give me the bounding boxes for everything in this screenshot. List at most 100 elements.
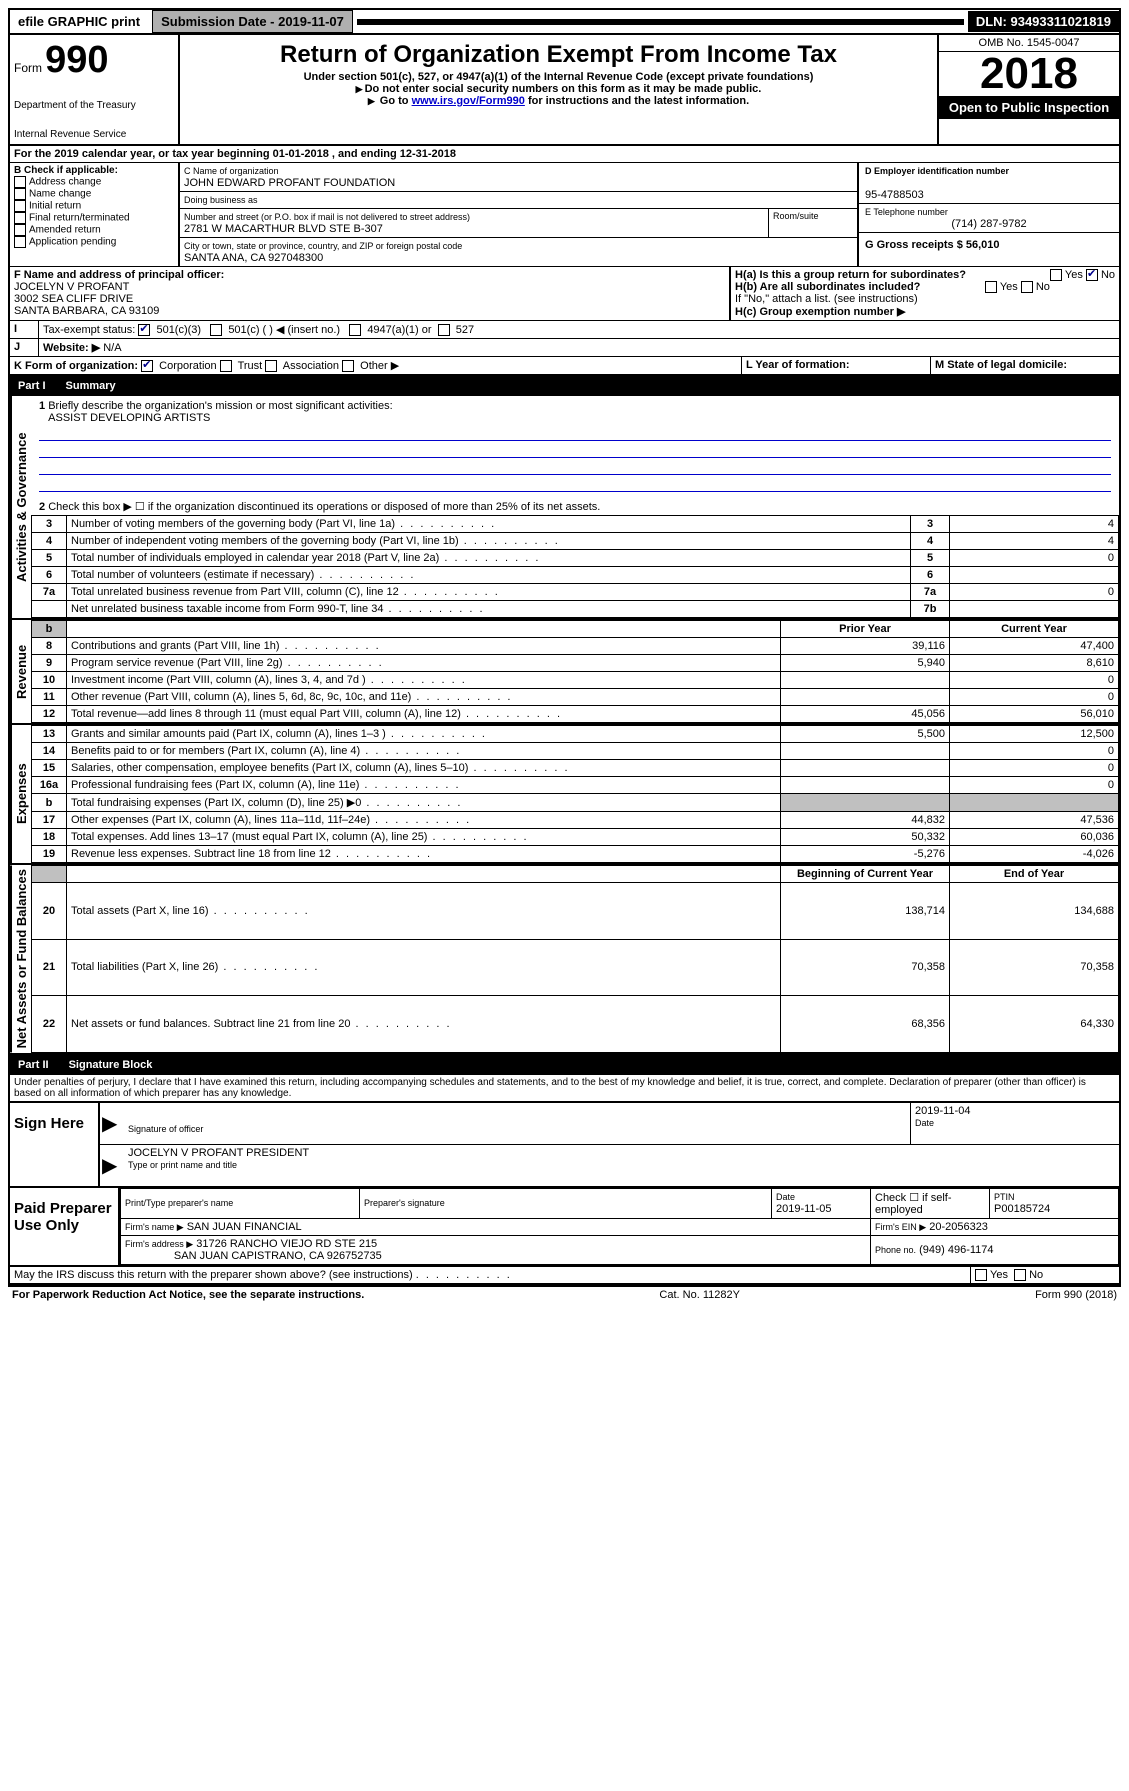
dln: DLN: 93493311021819 [968,11,1119,32]
chk-amended[interactable] [14,224,26,236]
ha-label: H(a) Is this a group return for subordin… [735,269,966,281]
chk-corp[interactable] [141,360,153,372]
phone-label: E Telephone number [865,207,948,217]
chk-initial-return[interactable] [14,200,26,212]
expenses-table: 13Grants and similar amounts paid (Part … [31,725,1119,863]
table-row: 19Revenue less expenses. Subtract line 1… [32,846,1119,863]
ptin-label: PTIN [994,1192,1015,1202]
sign-here-block: Sign Here ▶ Signature of officer 2019-11… [8,1103,1121,1188]
website-value: N/A [103,342,121,354]
submission-date[interactable]: Submission Date - 2019-11-07 [152,10,353,33]
chk-name-change[interactable] [14,188,26,200]
preparer-table: Print/Type preparer's name Preparer's si… [120,1188,1119,1265]
firm-ein-label: Firm's EIN ▶ [875,1222,926,1232]
discuss-yes[interactable] [975,1269,987,1281]
ein-value: 95-4788503 [865,189,924,201]
revenue-section: Revenue b Prior Year Current Year 8Contr… [8,620,1121,725]
box-c: C Name of organization JOHN EDWARD PROFA… [180,163,859,266]
box-deg: D Employer identification number 95-4788… [859,163,1119,266]
lbl-4947: 4947(a)(1) or [367,324,431,336]
lbl-app-pending: Application pending [29,237,116,248]
chk-final-return[interactable] [14,212,26,224]
form990-link[interactable]: www.irs.gov/Form990 [412,95,525,107]
chk-address-change[interactable] [14,176,26,188]
lbl-corp: Corporation [159,360,216,372]
box-b-title: B Check if applicable: [14,165,118,176]
hb-yes[interactable] [985,281,997,293]
dept-irs: Internal Revenue Service [14,129,174,140]
efile-link[interactable]: efile GRAPHIC print [10,11,148,32]
table-row: 20Total assets (Part X, line 16)138,7141… [32,883,1119,939]
chk-other[interactable] [342,360,354,372]
form-header: Form 990 Department of the Treasury Inte… [8,35,1121,146]
paid-preparer-block: Paid Preparer Use Only Print/Type prepar… [8,1188,1121,1267]
chk-527[interactable] [438,324,450,336]
revenue-table: b Prior Year Current Year 8Contributions… [31,620,1119,723]
phone-value: (714) 287-9782 [865,218,1113,230]
ha-no[interactable] [1086,269,1098,281]
q1-answer: ASSIST DEVELOPING ARTISTS [48,412,210,424]
lbl-name-change: Name change [29,189,91,200]
mission-line [39,443,1111,458]
discuss-row: May the IRS discuss this return with the… [8,1267,1121,1285]
firm-ein: 20-2056323 [929,1221,988,1233]
hdr-blank2 [32,866,67,883]
lbl-501c3: 501(c)(3) [156,324,201,336]
hb-no[interactable] [1021,281,1033,293]
sign-here-label: Sign Here [10,1103,100,1186]
bcdeg-block: B Check if applicable: Address change Na… [8,163,1121,267]
table-row: 6Total number of volunteers (estimate if… [32,567,1119,584]
city-label: City or town, state or province, country… [184,241,462,251]
hdr-blank [67,621,781,638]
hb-no-lbl: No [1036,281,1050,293]
lbl-address-change: Address change [29,177,101,188]
discuss-no[interactable] [1014,1269,1026,1281]
ha-no-lbl: No [1101,269,1115,281]
table-row: 17Other expenses (Part IX, column (A), l… [32,812,1119,829]
lbl-initial-return: Initial return [29,201,81,212]
discuss-yes-lbl: Yes [990,1269,1008,1281]
part1-txt: Summary [66,380,116,392]
chk-app-pending[interactable] [14,236,26,248]
chk-assoc[interactable] [265,360,277,372]
ha-yes[interactable] [1050,269,1062,281]
chk-501c3[interactable] [138,324,150,336]
fh-block: F Name and address of principal officer:… [8,267,1121,321]
box-klm: K Form of organization: Corporation Trus… [8,357,1121,376]
sub3-post: for instructions and the latest informat… [528,95,749,107]
chk-4947[interactable] [349,324,361,336]
subtitle-2: Do not enter social security numbers on … [184,83,933,95]
sign-date-label: Date [915,1118,934,1128]
footer: For Paperwork Reduction Act Notice, see … [8,1285,1121,1303]
table-row: bTotal fundraising expenses (Part IX, co… [32,794,1119,812]
form-990: 990 [45,39,108,81]
vlabel-activities: Activities & Governance [10,396,31,618]
box-f-label: F Name and address of principal officer: [14,269,224,281]
chk-501c[interactable] [210,324,222,336]
prep-selfemp: Check ☐ if self-employed [871,1188,990,1218]
i-letter: I [10,321,39,338]
table-row: 13Grants and similar amounts paid (Part … [32,726,1119,743]
governance-table: 3Number of voting members of the governi… [31,515,1119,618]
part1-pt: Part I [18,380,46,392]
officer-addr2: SANTA BARBARA, CA 93109 [14,305,159,317]
lbl-527: 527 [456,324,474,336]
dba-label: Doing business as [184,195,258,205]
part1-header: Part I Summary [8,376,1121,396]
officer-name: JOCELYN V PROFANT [14,281,129,293]
firm-phone: (949) 496-1174 [919,1244,993,1256]
officer-addr1: 3002 SEA CLIFF DRIVE [14,293,133,305]
tax-year: 2018 [939,52,1119,96]
box-i: I Tax-exempt status: 501(c)(3) 501(c) ( … [8,321,1121,339]
expenses-section: Expenses 13Grants and similar amounts pa… [8,725,1121,865]
table-row: 3Number of voting members of the governi… [32,516,1119,533]
hb-note: If "No," attach a list. (see instruction… [735,293,1115,305]
chk-trust[interactable] [220,360,232,372]
netassets-section: Net Assets or Fund Balances Beginning of… [8,865,1121,1054]
activities-governance-section: Activities & Governance 1 Briefly descri… [8,396,1121,620]
mission-line [39,460,1111,475]
lbl-amended: Amended return [29,225,101,236]
box-h: H(a) Is this a group return for subordin… [731,267,1119,320]
gross-receipts: G Gross receipts $ 56,010 [865,239,1000,251]
lbl-other: Other ▶ [360,360,399,372]
